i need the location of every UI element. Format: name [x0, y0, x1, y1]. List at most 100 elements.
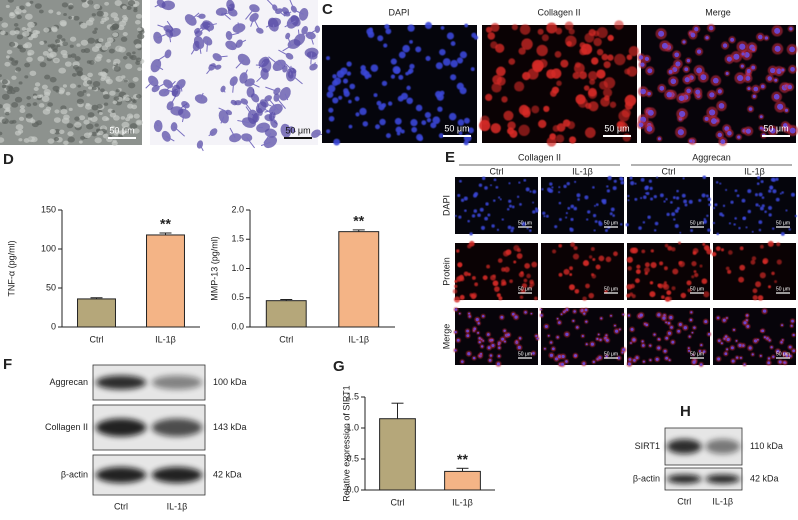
cell: [588, 89, 598, 99]
nucleus: [331, 80, 338, 87]
nucleus: [794, 214, 797, 218]
nucleus: [707, 333, 711, 336]
cell: [518, 47, 526, 55]
nucleus: [726, 337, 730, 342]
cell: [1, 118, 9, 125]
cell: [671, 247, 676, 252]
cell: [693, 270, 697, 274]
nucleus: [478, 340, 481, 344]
nucleus: [486, 333, 490, 336]
cell-process: [267, 97, 279, 111]
cell: [268, 111, 276, 121]
nucleus: [690, 311, 693, 314]
nucleus: [764, 210, 767, 213]
nucleus: [535, 207, 538, 211]
nucleus: [692, 360, 696, 364]
cell: [497, 258, 503, 263]
nucleus: [790, 324, 793, 327]
nucleus: [467, 127, 474, 134]
nucleus: [656, 176, 659, 179]
nucleus: [590, 342, 594, 346]
cell: [492, 280, 499, 287]
cell: [601, 53, 609, 61]
cell: [626, 283, 633, 290]
cell: [496, 76, 506, 86]
x-tick-label: Ctrl: [391, 497, 405, 507]
nucleus: [481, 314, 485, 318]
nucleus: [684, 203, 688, 207]
nucleus: [480, 345, 484, 348]
nucleus: [338, 95, 343, 100]
nucleus: [514, 315, 518, 319]
nucleus: [459, 179, 462, 183]
nucleus: [775, 197, 780, 202]
lane-label: IL-1β: [167, 501, 188, 511]
cell: [128, 82, 136, 89]
cell: [614, 53, 626, 66]
nucleus: [464, 209, 467, 212]
blot-band: [151, 375, 203, 390]
nucleus: [566, 181, 570, 186]
nucleus: [484, 216, 489, 221]
micrograph: 50 μm: [0, 0, 145, 146]
nucleus: [677, 329, 681, 333]
nucleus: [501, 337, 505, 341]
cell: [25, 13, 33, 20]
nucleus: [460, 198, 465, 202]
scale-bar-label: 50 μm: [690, 351, 704, 357]
nucleus: [731, 359, 735, 363]
cell: [76, 90, 85, 97]
cell: [39, 40, 45, 45]
cell: [529, 281, 535, 287]
cell-process: [266, 0, 276, 8]
nucleus: [753, 86, 759, 92]
nucleus: [682, 177, 685, 180]
cell: [60, 49, 68, 56]
nucleus: [770, 67, 776, 74]
nucleus: [363, 70, 370, 78]
cell: [93, 3, 101, 10]
nucleus: [554, 225, 558, 229]
nucleus: [551, 186, 554, 189]
nucleus: [640, 196, 643, 200]
nucleus: [383, 43, 388, 48]
nucleus: [424, 21, 433, 30]
nucleus: [757, 338, 759, 341]
scale-bar-label: 50 μm: [604, 351, 618, 357]
nucleus: [733, 53, 740, 60]
cell: [531, 105, 540, 114]
nucleus: [653, 333, 656, 336]
nucleus: [592, 360, 595, 364]
nucleus: [669, 315, 673, 320]
cell: [33, 95, 38, 99]
nucleus: [712, 77, 719, 84]
cell-process: [265, 86, 278, 92]
nucleus: [779, 192, 782, 195]
cell: [699, 264, 703, 268]
cell-process: [287, 35, 292, 47]
nucleus: [730, 346, 734, 350]
nucleus: [760, 180, 764, 184]
cell: [91, 86, 97, 91]
nucleus: [773, 93, 780, 100]
nucleus: [733, 223, 736, 226]
cell: [11, 75, 17, 80]
cell: [136, 94, 142, 99]
cell: [87, 112, 95, 118]
cell: [739, 264, 746, 271]
nucleus: [377, 35, 384, 42]
cell: [86, 93, 91, 97]
nucleus: [758, 192, 763, 197]
cell: [591, 273, 595, 277]
nucleus: [508, 199, 512, 203]
cell: [135, 60, 141, 65]
cell: [579, 42, 586, 49]
cell: [71, 73, 77, 77]
nucleus: [410, 119, 418, 127]
cell: [703, 291, 710, 298]
cell: [41, 84, 48, 90]
cell: [121, 75, 126, 79]
nucleus: [747, 189, 752, 194]
cell: [122, 55, 128, 60]
micrograph: 50 μm: [625, 175, 712, 234]
